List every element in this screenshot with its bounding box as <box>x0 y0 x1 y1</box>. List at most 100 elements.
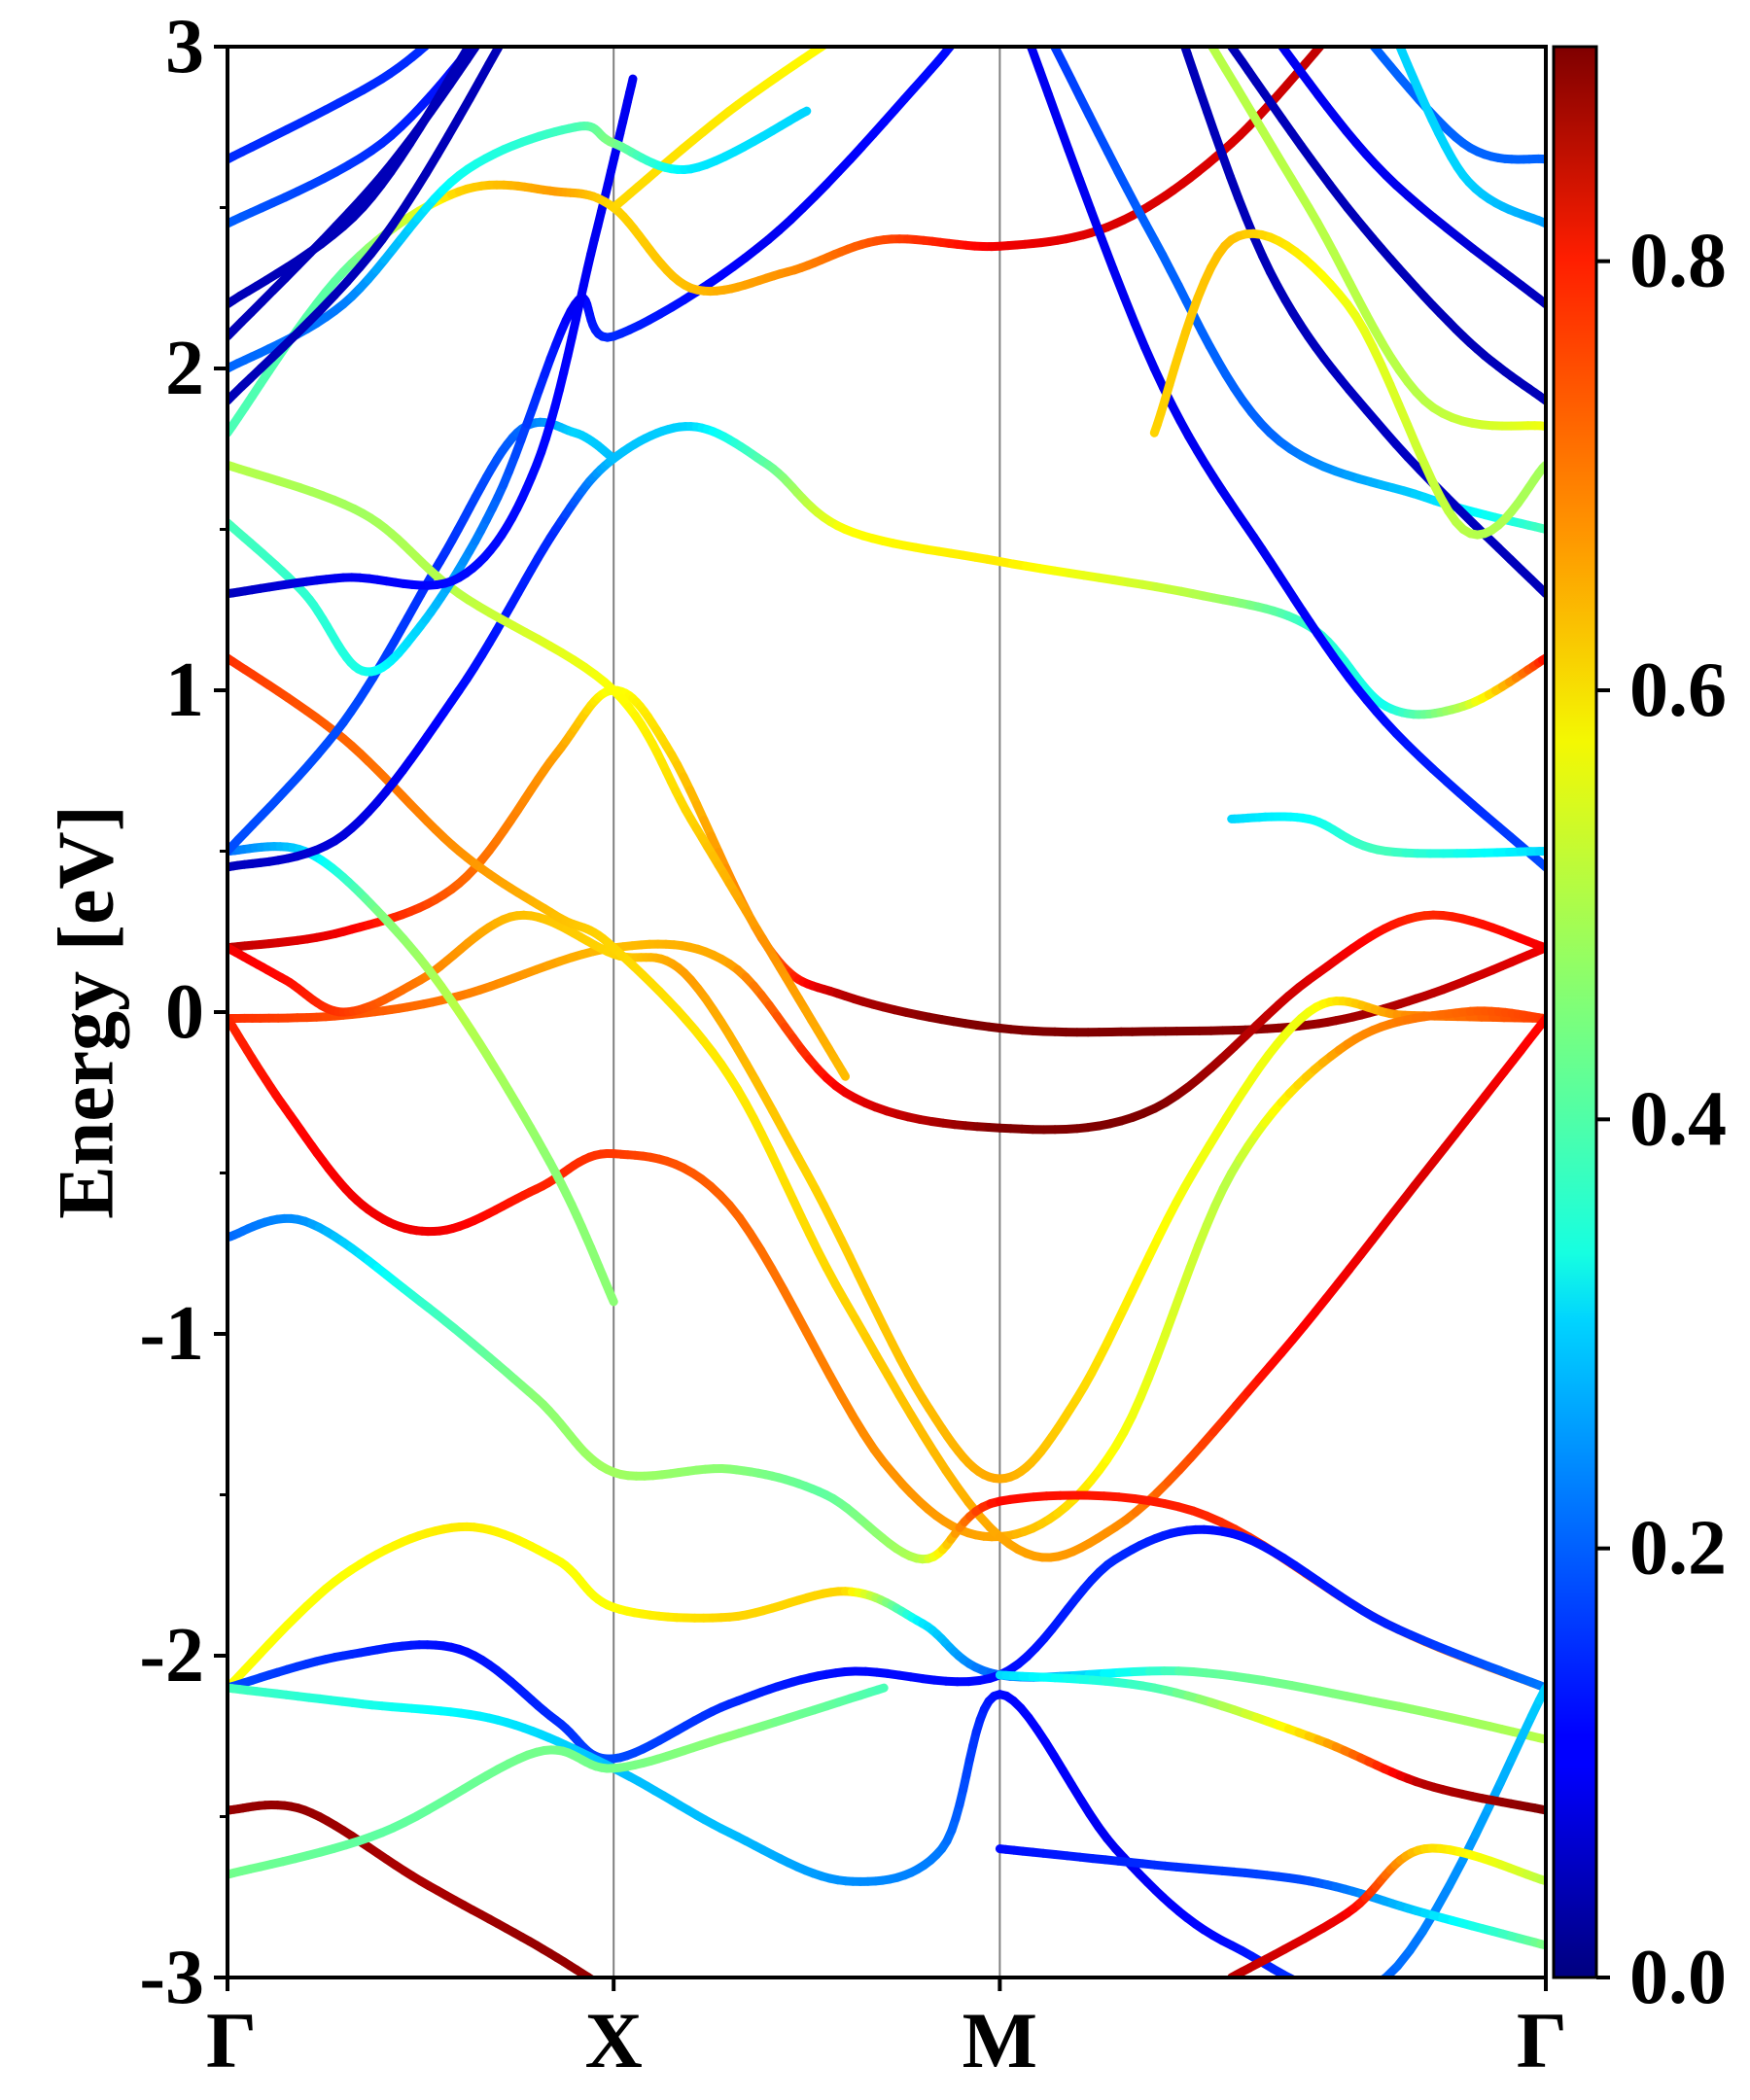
band-segment <box>506 24 512 36</box>
band-segment <box>456 15 459 18</box>
band-segment <box>488 21 494 29</box>
band-segment <box>1431 1881 1454 1914</box>
y-tick-label: -1 <box>139 1291 204 1377</box>
x-tick-label: Γ <box>1517 1996 1567 2084</box>
band-segment <box>627 74 638 90</box>
band-segment <box>1173 15 1177 25</box>
colorbar-tick-label: 0.0 <box>1629 1935 1727 2020</box>
band-segment <box>971 14 977 20</box>
band-32 <box>1149 228 1546 540</box>
band-segment <box>797 106 812 119</box>
band-23 <box>228 106 812 373</box>
band-segment <box>1034 65 1053 99</box>
band-20 <box>228 74 638 599</box>
band-segment <box>1177 25 1182 39</box>
band-segment <box>1038 15 1043 24</box>
band-33 <box>1227 47 1546 405</box>
band-segment <box>835 34 841 38</box>
band-segment <box>1393 30 1398 41</box>
band-segment <box>1019 15 1025 29</box>
band-segment <box>981 1 986 7</box>
band-15 <box>228 842 618 1307</box>
band-segment <box>1351 1990 1363 1993</box>
band-segment <box>1064 145 1084 184</box>
band-segment <box>1358 27 1365 36</box>
band-segment <box>1337 19 1343 26</box>
band-segment <box>1386 15 1389 21</box>
band-segment <box>488 19 494 26</box>
band-34 <box>1198 22 1546 432</box>
x-tick-label: X <box>585 1996 643 2084</box>
band-segment <box>493 15 498 20</box>
band-3 <box>228 910 1546 1484</box>
y-axis-ticks: -3 -2 -1 0 1 2 3 <box>139 4 228 2020</box>
band-segment <box>1291 1976 1299 1978</box>
y-tick-label: 2 <box>165 326 204 411</box>
band-segment <box>590 1976 597 1978</box>
y-tick-label: -3 <box>139 1935 204 2020</box>
band-segment <box>607 1989 611 1991</box>
band-segment <box>1484 1778 1505 1813</box>
band-segment <box>1341 1993 1352 1994</box>
y-tick-label: 0 <box>165 969 204 1055</box>
band-segment <box>1043 89 1063 126</box>
band-segment <box>1389 21 1393 30</box>
y-axis-label: Energy [eV] <box>42 805 130 1219</box>
band-segment <box>1074 175 1096 214</box>
band-segment <box>449 20 453 24</box>
colorbar <box>1552 45 1598 1979</box>
band-segment <box>1471 1803 1493 1839</box>
band-segment <box>1329 1992 1341 1993</box>
band-segment <box>1270 31 1275 37</box>
band-16 <box>228 422 1546 872</box>
band-segment <box>445 23 449 27</box>
band-segment <box>603 1987 607 1990</box>
high-symmetry-lines <box>612 47 1001 1978</box>
band-segment <box>828 38 835 43</box>
band-segment <box>959 28 964 36</box>
band-2 <box>228 910 1546 1135</box>
band-segment <box>1348 15 1352 20</box>
band-31 <box>1173 15 1546 599</box>
band-segment <box>1097 234 1118 273</box>
band-30 <box>1038 15 1546 534</box>
band-segment <box>607 1292 618 1307</box>
colorbar-tick-label: 0.6 <box>1629 648 1727 733</box>
band-segment <box>1208 47 1213 48</box>
band-segment <box>481 29 488 39</box>
band-13 <box>1227 1843 1546 1978</box>
band-segment <box>493 15 498 21</box>
colorbar-tick-label: 0.2 <box>1629 1506 1727 1592</box>
band-segment <box>1330 26 1337 34</box>
band-segment <box>1317 1989 1329 1992</box>
colorbar-ticks: 0.0 0.2 0.4 0.6 0.8 <box>1596 219 1727 2020</box>
band-27 <box>228 15 498 341</box>
band-5 <box>228 653 1546 1562</box>
colorbar-tick-label: 0.4 <box>1629 1076 1727 1162</box>
band-segment <box>841 31 846 34</box>
band-segment <box>1306 1985 1317 1989</box>
band-10 <box>228 1801 611 1991</box>
colorbar-tick-label: 0.8 <box>1629 219 1727 304</box>
band-segment <box>511 15 517 24</box>
band-12 <box>995 1844 1546 1950</box>
band-segment <box>453 18 457 20</box>
band-segment <box>965 20 971 28</box>
band-segment <box>1319 47 1326 48</box>
band-11 <box>228 1683 889 1879</box>
band-28 <box>228 15 517 405</box>
band-segment <box>1053 117 1073 155</box>
band-segment <box>1043 23 1049 35</box>
band-segment <box>481 26 488 34</box>
band-segment <box>1495 1754 1517 1788</box>
band-segment <box>608 453 618 464</box>
band-segment <box>873 1683 889 1695</box>
band-segment <box>1119 292 1139 328</box>
band-segment <box>1198 22 1204 32</box>
band-segment <box>436 32 440 37</box>
x-tick-label: M <box>962 1996 1037 2084</box>
band-segment <box>1108 263 1129 301</box>
band-1 <box>228 685 1546 1037</box>
